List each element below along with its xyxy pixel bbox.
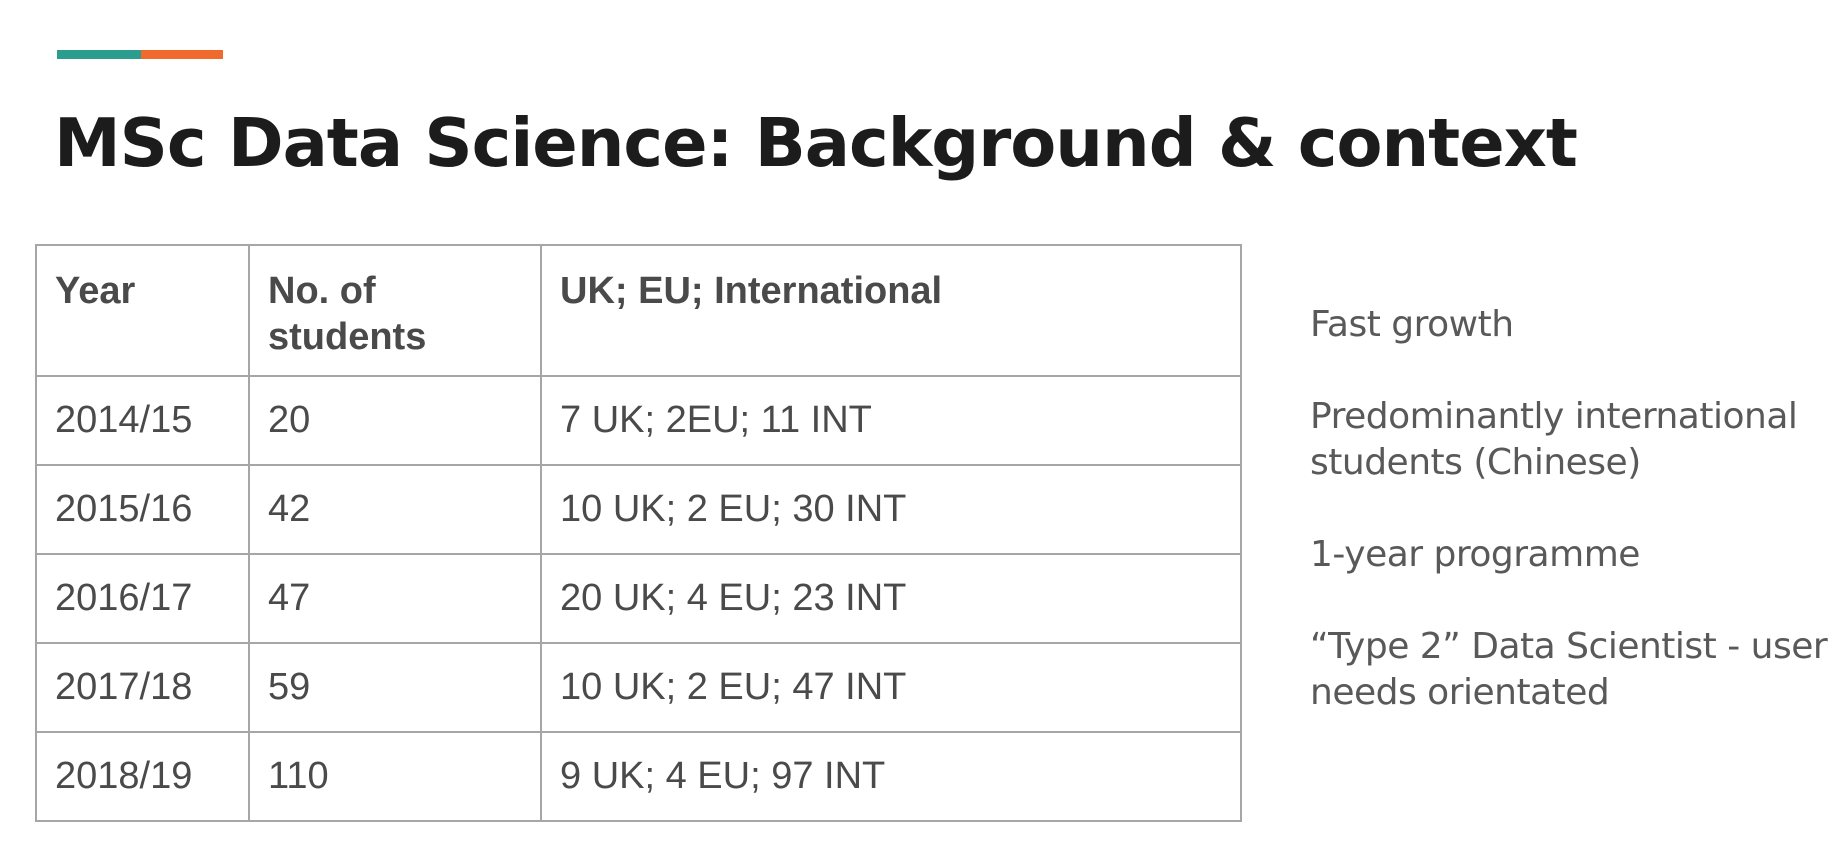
cell-year: 2015/16	[35, 464, 250, 555]
table-row: 2018/19 110 9 UK; 4 EU; 97 INT	[35, 731, 1242, 822]
header-no-of-students: No. of students	[248, 244, 542, 377]
cell-breakdown: 9 UK; 4 EU; 97 INT	[540, 731, 1242, 822]
note-item: “Type 2” Data Scientist - user needs ori…	[1310, 626, 1828, 713]
cell-year: 2016/17	[35, 553, 250, 644]
cell-year: 2014/15	[35, 375, 250, 466]
table-row: 2016/17 47 20 UK; 4 EU; 23 INT	[35, 553, 1242, 644]
title-accent-bar	[57, 50, 223, 59]
notes-list: Fast growth Predominantly international …	[1310, 302, 1830, 762]
cell-students: 47	[248, 553, 542, 644]
cell-students: 59	[248, 642, 542, 733]
cell-students: 20	[248, 375, 542, 466]
cell-students: 110	[248, 731, 542, 822]
cell-students: 42	[248, 464, 542, 555]
cell-breakdown: 7 UK; 2EU; 11 INT	[540, 375, 1242, 466]
cell-breakdown: 10 UK; 2 EU; 47 INT	[540, 642, 1242, 733]
header-year: Year	[35, 244, 250, 377]
note-item: Predominantly international students (Ch…	[1310, 396, 1798, 483]
note-item: Fast growth	[1310, 304, 1514, 345]
cell-breakdown: 20 UK; 4 EU; 23 INT	[540, 553, 1242, 644]
cell-year: 2018/19	[35, 731, 250, 822]
cell-breakdown: 10 UK; 2 EU; 30 INT	[540, 464, 1242, 555]
cell-year: 2017/18	[35, 642, 250, 733]
student-numbers-table: Year No. of students UK; EU; Internation…	[35, 244, 1242, 822]
accent-bar-teal	[57, 50, 141, 59]
table-row: 2014/15 20 7 UK; 2EU; 11 INT	[35, 375, 1242, 466]
table-row: 2017/18 59 10 UK; 2 EU; 47 INT	[35, 642, 1242, 733]
note-item: 1-year programme	[1310, 534, 1640, 575]
table-header-row: Year No. of students UK; EU; Internation…	[35, 244, 1242, 377]
accent-bar-orange	[141, 50, 223, 59]
header-uk-eu-international: UK; EU; International	[540, 244, 1242, 377]
slide-title: MSc Data Science: Background & context	[54, 104, 1578, 182]
table-row: 2015/16 42 10 UK; 2 EU; 30 INT	[35, 464, 1242, 555]
